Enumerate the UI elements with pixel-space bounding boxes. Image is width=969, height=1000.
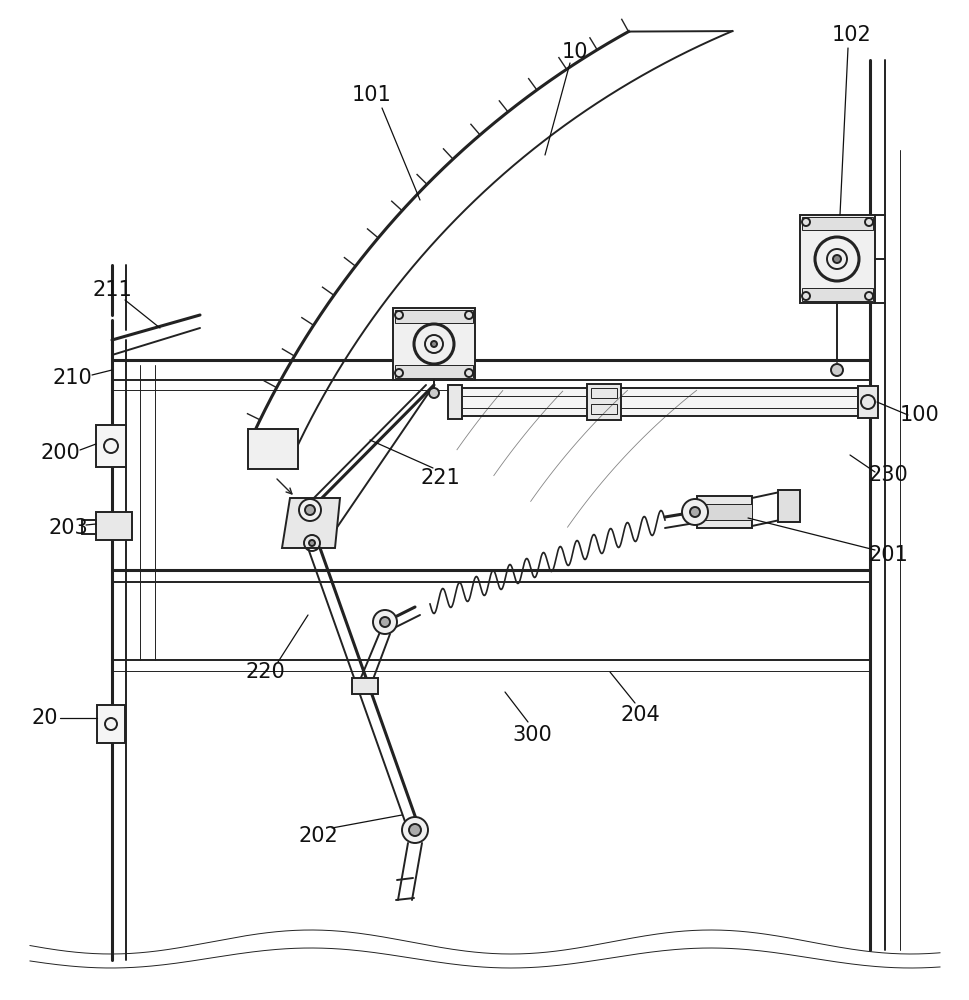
Bar: [802, 288, 873, 301]
Bar: [448, 385, 462, 419]
Bar: [96, 512, 132, 540]
Text: 20: 20: [32, 708, 58, 728]
Bar: [460, 388, 858, 416]
Text: 211: 211: [92, 280, 132, 300]
Bar: [587, 384, 621, 420]
Text: 300: 300: [513, 725, 552, 745]
Bar: [395, 310, 473, 323]
Text: 101: 101: [352, 85, 391, 105]
Circle shape: [380, 617, 390, 627]
Bar: [800, 215, 875, 303]
Bar: [591, 388, 617, 398]
Circle shape: [429, 388, 439, 398]
Bar: [697, 504, 752, 520]
Text: 221: 221: [421, 468, 460, 488]
Circle shape: [690, 507, 700, 517]
Text: 201: 201: [868, 545, 908, 565]
Text: 202: 202: [298, 826, 338, 846]
Text: 220: 220: [245, 662, 285, 682]
Polygon shape: [282, 498, 340, 548]
Circle shape: [833, 255, 841, 263]
Bar: [97, 705, 125, 743]
Circle shape: [831, 364, 843, 376]
Bar: [858, 386, 878, 418]
Bar: [802, 217, 873, 230]
Bar: [395, 365, 473, 378]
Text: 203: 203: [48, 518, 88, 538]
Circle shape: [373, 610, 397, 634]
Text: 230: 230: [868, 465, 908, 485]
Circle shape: [409, 824, 421, 836]
Text: 204: 204: [620, 705, 660, 725]
Circle shape: [402, 817, 428, 843]
Text: 10: 10: [562, 42, 588, 62]
Text: 210: 210: [52, 368, 92, 388]
Bar: [591, 404, 617, 414]
Bar: [778, 490, 800, 522]
Bar: [248, 429, 298, 469]
Text: 102: 102: [832, 25, 872, 45]
Circle shape: [682, 499, 708, 525]
Bar: [352, 678, 378, 694]
Bar: [697, 496, 752, 528]
Circle shape: [299, 499, 321, 521]
Circle shape: [309, 540, 315, 546]
Bar: [393, 308, 475, 380]
Text: 200: 200: [40, 443, 79, 463]
Text: 100: 100: [900, 405, 940, 425]
Circle shape: [305, 505, 315, 515]
Circle shape: [431, 341, 437, 347]
Bar: [96, 425, 126, 467]
